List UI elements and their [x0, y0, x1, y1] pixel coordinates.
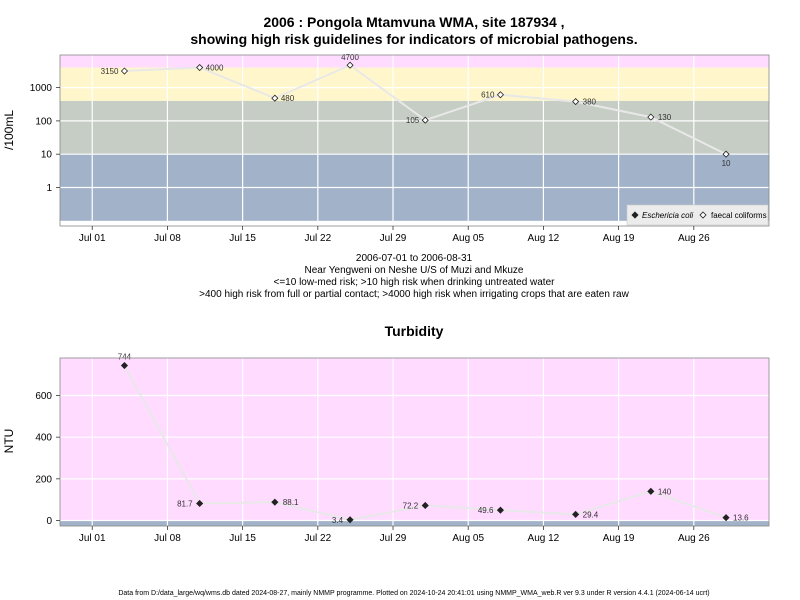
- x-tick-label: Jul 15: [229, 533, 256, 544]
- data-point: [496, 91, 505, 99]
- risk-band-0: [60, 358, 769, 526]
- data-point: [120, 67, 129, 75]
- turbidity-plot-panel: 744 81.7 88.1 3.4 72.2 49.6 29.4 140 13.6 Jul 01 J…: [35, 353, 770, 544]
- legend-box: [626, 204, 769, 226]
- data-point: [572, 510, 580, 518]
- data-point: [196, 499, 204, 508]
- x-tick-label: Jul 29: [380, 533, 407, 544]
- x-tick-label: Aug 12: [528, 233, 560, 244]
- data-label: 480: [281, 94, 295, 103]
- data-point: [120, 361, 129, 370]
- data-label: 380: [583, 98, 597, 107]
- top-chart-title-line2: showing high risk guidelines for indicat…: [190, 31, 637, 47]
- data-point: [647, 487, 655, 495]
- x-tick-label: Jul 01: [79, 533, 106, 544]
- data-point: [496, 506, 505, 514]
- x-tick-label: Jul 08: [154, 533, 181, 544]
- data-label: 140: [658, 487, 672, 496]
- turbidity-chart-title: Turbidity: [385, 323, 444, 339]
- data-point: [271, 94, 279, 102]
- data-label: 4000: [206, 64, 224, 73]
- legend-label-faecal: faecal coliforms: [711, 211, 767, 220]
- plot-frame: [59, 54, 770, 227]
- y-tick-label: 0: [46, 516, 52, 527]
- data-point: [196, 63, 204, 72]
- data-label: 13.6: [733, 514, 749, 523]
- turbidity-y-axis-label: NTU: [2, 429, 16, 454]
- x-tick-label: Jul 01: [79, 233, 106, 244]
- data-label: 72.2: [403, 501, 419, 510]
- contact-risk-text: >400 high risk from full or partial cont…: [199, 289, 629, 300]
- legend-label-ecoli: Eschericia coli: [642, 211, 693, 220]
- x-tick-label: Aug 19: [603, 533, 635, 544]
- x-tick-label: Jul 22: [304, 533, 331, 544]
- y-tick-label: 1: [46, 183, 52, 194]
- y-tick-label: 600: [35, 391, 52, 402]
- x-tick-label: Jul 08: [154, 233, 181, 244]
- x-tick-label: Aug 05: [452, 533, 484, 544]
- site-location-text: Near Yengweni on Neshe U/S of Muzi and M…: [304, 265, 523, 276]
- x-tick-label: Jul 22: [304, 233, 331, 244]
- x-tick-label: Jul 15: [229, 233, 256, 244]
- data-point: [346, 61, 354, 69]
- plot-frame: [59, 357, 770, 527]
- data-point: [271, 498, 279, 506]
- x-tick-label: Aug 26: [678, 233, 710, 244]
- x-tick-label: Aug 05: [452, 233, 484, 244]
- data-point: [346, 516, 354, 524]
- data-label: 130: [658, 113, 672, 122]
- drinking-risk-text: <=10 low-med risk; >10 high risk when dr…: [274, 277, 556, 288]
- top-chart-title: 2006 : Pongola Mtamvuna WMA, site 187934…: [263, 14, 564, 30]
- date-range-text: 2006-07-01 to 2006-08-31: [356, 253, 473, 264]
- risk-band-1: [60, 520, 769, 526]
- y-tick-label: 1000: [30, 83, 53, 94]
- x-tick-label: Aug 26: [678, 533, 710, 544]
- y-tick-label: 200: [35, 474, 52, 485]
- data-point: [572, 98, 580, 106]
- data-label: 29.4: [583, 510, 599, 519]
- data-label: 81.7: [177, 499, 193, 508]
- footer-note: Data from D:/data_large/wq/wms.db dated …: [118, 590, 709, 597]
- data-label: 3.4: [332, 516, 344, 525]
- data-label: 4700: [341, 53, 359, 62]
- data-point: [421, 501, 429, 510]
- legend-marker-ecoli: [631, 211, 639, 219]
- data-label: 610: [481, 91, 495, 100]
- data-point: [647, 113, 655, 121]
- risk-band-2: [60, 67, 769, 101]
- y-tick-label: 100: [35, 116, 52, 127]
- risk-band-1: [60, 100, 769, 155]
- data-label: 10: [722, 159, 731, 168]
- data-point: [722, 514, 730, 522]
- data-point: [421, 116, 429, 124]
- data-label: 105: [406, 116, 420, 125]
- x-tick-label: Aug 12: [528, 533, 560, 544]
- top-plot-panel: 3150 4000 480 4700 105 610 380 130 10 Jul 01 Jul 0…: [30, 53, 770, 244]
- y-tick-label: 10: [41, 150, 53, 161]
- risk-band-3: [60, 55, 769, 68]
- legend: Eschericia coli faecal coliforms: [626, 204, 769, 226]
- top-y-axis-label: /100mL: [2, 110, 16, 150]
- data-label: 3150: [101, 67, 119, 76]
- data-label: 744: [118, 353, 132, 362]
- data-label: 49.6: [478, 506, 494, 515]
- x-tick-label: Aug 19: [603, 233, 635, 244]
- y-tick-label: 400: [35, 433, 52, 444]
- data-label: 88.1: [283, 498, 299, 507]
- x-tick-label: Jul 29: [380, 233, 407, 244]
- data-point: [722, 150, 730, 158]
- legend-marker-faecal: [699, 211, 707, 219]
